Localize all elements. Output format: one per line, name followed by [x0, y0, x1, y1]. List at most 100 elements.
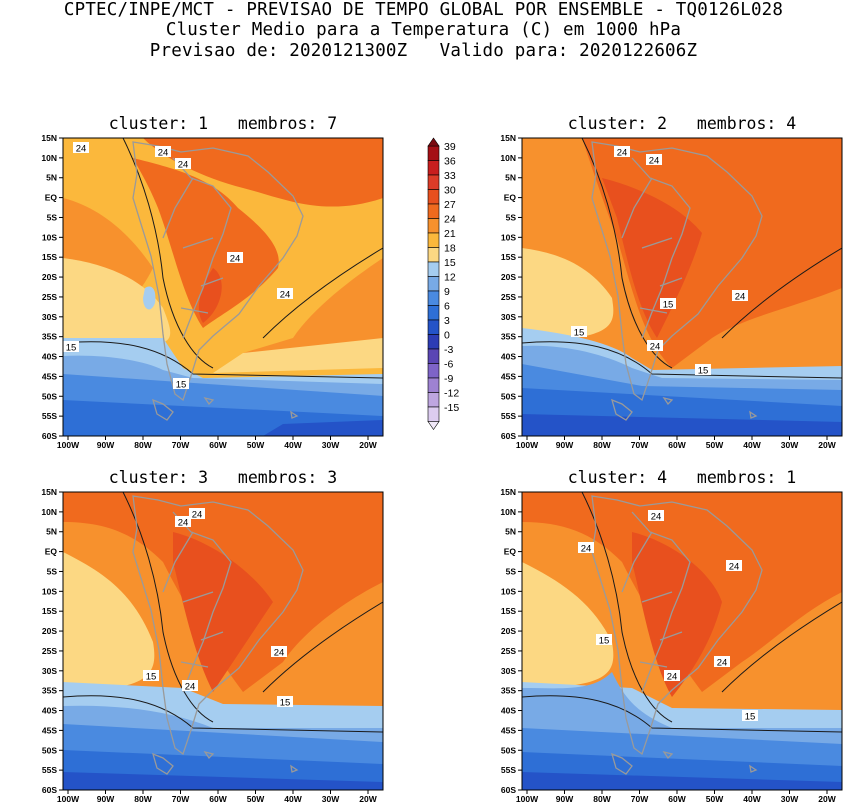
- panel-1-title: cluster: 1 membros: 7: [108, 114, 338, 133]
- svg-text:24: 24: [650, 342, 661, 353]
- panel-1-lat-label: EQ: [45, 193, 58, 203]
- panel-1-frame: [62, 137, 384, 437]
- panel-1-contour-24: [122, 138, 383, 369]
- panel-4-contour-label-4: 24: [714, 656, 730, 669]
- panel-2-lat-label: 30S: [501, 312, 516, 322]
- colorbar-swatch: [427, 247, 440, 263]
- panel-1-lat-label: 25S: [42, 292, 57, 302]
- panel-4-lon-label: 20W: [818, 794, 836, 803]
- colorbar-swatch: [427, 232, 440, 248]
- svg-text:24: 24: [76, 144, 87, 155]
- svg-text:15: 15: [66, 343, 77, 354]
- panel-1-lat-label: 10S: [42, 232, 57, 242]
- panel-3-field-band-2: [173, 532, 273, 692]
- svg-text:24: 24: [185, 682, 196, 693]
- panel-3-lat-label: 5N: [46, 527, 57, 537]
- panel-3-lon-label: 60W: [209, 794, 227, 803]
- panel-3-lat-label: 30S: [42, 666, 57, 676]
- panel-4-lat-label: EQ: [504, 547, 517, 557]
- panel-2-field-band-2: [602, 178, 702, 338]
- panel-3-lat-label: 10N: [41, 507, 57, 517]
- panel-2-lat-label: 5S: [506, 212, 517, 222]
- colorbar-label: 21: [444, 228, 456, 240]
- map-panel-1: 24 24 24 24 24 15 15 15N 10N 5N EQ 5S 10S 15S 20S 25S 30…: [41, 133, 384, 450]
- svg-text:15: 15: [574, 328, 585, 339]
- panel-3-lon-label: 100W: [57, 794, 80, 803]
- panel-2-contour-label-1: 24: [646, 154, 662, 167]
- panel-3-lon-label: 90W: [97, 794, 115, 803]
- colorbar-label: -9: [444, 373, 453, 385]
- colorbar-swatch: [427, 334, 440, 350]
- panel-1-field-band-2: [243, 258, 383, 353]
- colorbar-swatch: [427, 276, 440, 292]
- panel-2-contour-label-3: 24: [647, 340, 663, 353]
- colorbar-swatch: [427, 203, 440, 219]
- panel-3-lat-label: 20S: [42, 626, 57, 636]
- colorbar-swatch: [427, 174, 440, 190]
- panel-1-field-band-12: [143, 138, 383, 207]
- colorbar-swatch: [427, 348, 440, 364]
- panel-3-lon-label: 70W: [172, 794, 190, 803]
- svg-text:24: 24: [651, 512, 662, 523]
- panel-2-lon-label: 80W: [593, 440, 611, 450]
- panel-4-contour-label-3: 24: [664, 670, 680, 683]
- panel-4-lat-label: 5S: [506, 566, 517, 576]
- panel-3-contour-label-3: 24: [182, 680, 198, 693]
- panel-2-lat-label: 10S: [501, 232, 516, 242]
- panel-2-lon-label: 100W: [516, 440, 539, 450]
- colorbar-label: 3: [444, 315, 450, 327]
- panel-4-contour-label-6: 15: [742, 710, 758, 723]
- colorbar-label: -3: [444, 344, 453, 356]
- colorbar-swatch: [427, 377, 440, 393]
- panel-4-lat-label: 50S: [501, 745, 516, 755]
- panel-2-lat-label: 60S: [501, 431, 516, 441]
- panel-4-field-band-3: [522, 562, 614, 688]
- panel-1-contour-label-1: 24: [155, 146, 171, 159]
- panel-2-lat-label: 20S: [501, 272, 516, 282]
- panel-2-lat-label: EQ: [504, 193, 517, 203]
- svg-text:24: 24: [178, 518, 189, 529]
- panel-3-lat-label: 40S: [42, 706, 57, 716]
- main-title: CPTEC/INPE/MCT - PREVISAO DE TEMPO GLOBA…: [63, 0, 784, 20]
- panel-1-lat-label: 5S: [47, 212, 58, 222]
- colorbar-label: 18: [444, 243, 456, 255]
- panel-3-lat-label: 60S: [42, 785, 57, 795]
- svg-text:24: 24: [158, 148, 169, 159]
- panel-4-contour-label-1: 24: [578, 542, 594, 555]
- panel-4-contour-label-0: 24: [648, 510, 664, 523]
- panel-1-field-band-13: [143, 286, 156, 310]
- panel-1-lon-label: 40W: [284, 440, 302, 450]
- svg-text:15: 15: [280, 698, 291, 709]
- panel-1-field-band-3: [63, 258, 171, 344]
- panel-1-contour-label-2: 24: [175, 158, 191, 171]
- colorbar-bottom-arrow: [427, 421, 440, 431]
- panel-1-lat-label: 30S: [42, 312, 57, 322]
- panel-4-lat-label: 35S: [501, 686, 516, 696]
- panel-2-contour-24: [581, 138, 842, 369]
- panel-1-lat-label: 20S: [42, 272, 57, 282]
- panel-1-lon-label: 20W: [359, 440, 377, 450]
- panel-3-contour-24: [122, 492, 383, 723]
- panel-4-contour-label-5: 15: [596, 634, 612, 647]
- panel-1-contour-label-3: 24: [227, 252, 243, 265]
- panel-4-lat-label: 55S: [501, 765, 516, 775]
- panel-4-lat-label: 20S: [501, 626, 516, 636]
- svg-text:24: 24: [717, 658, 728, 669]
- panel-2-lon-label: 60W: [668, 440, 686, 450]
- panel-1-field-band-10: [133, 158, 279, 328]
- panel-3-frame: [62, 491, 384, 791]
- svg-text:24: 24: [581, 544, 592, 555]
- colorbar-swatch: [427, 319, 440, 335]
- panel-4-title: cluster: 4 membros: 1: [567, 468, 797, 487]
- panel-4-lat-label: 10N: [500, 507, 516, 517]
- colorbar-label: 6: [444, 301, 450, 313]
- panel-1-contour-label-0: 24: [73, 142, 89, 155]
- colorbar-swatch: [427, 218, 440, 234]
- panel-2-lat-label: 45S: [501, 371, 516, 381]
- panel-4-lat-label: 60S: [501, 785, 516, 795]
- panel-4-contour-label-2: 24: [726, 560, 742, 573]
- panel-1-lon-label: 60W: [209, 440, 227, 450]
- panel-2-contour-label-6: 15: [660, 298, 676, 311]
- panel-1-field-band-11: [198, 268, 222, 323]
- panel-1-contour-label-5: 15: [63, 341, 79, 354]
